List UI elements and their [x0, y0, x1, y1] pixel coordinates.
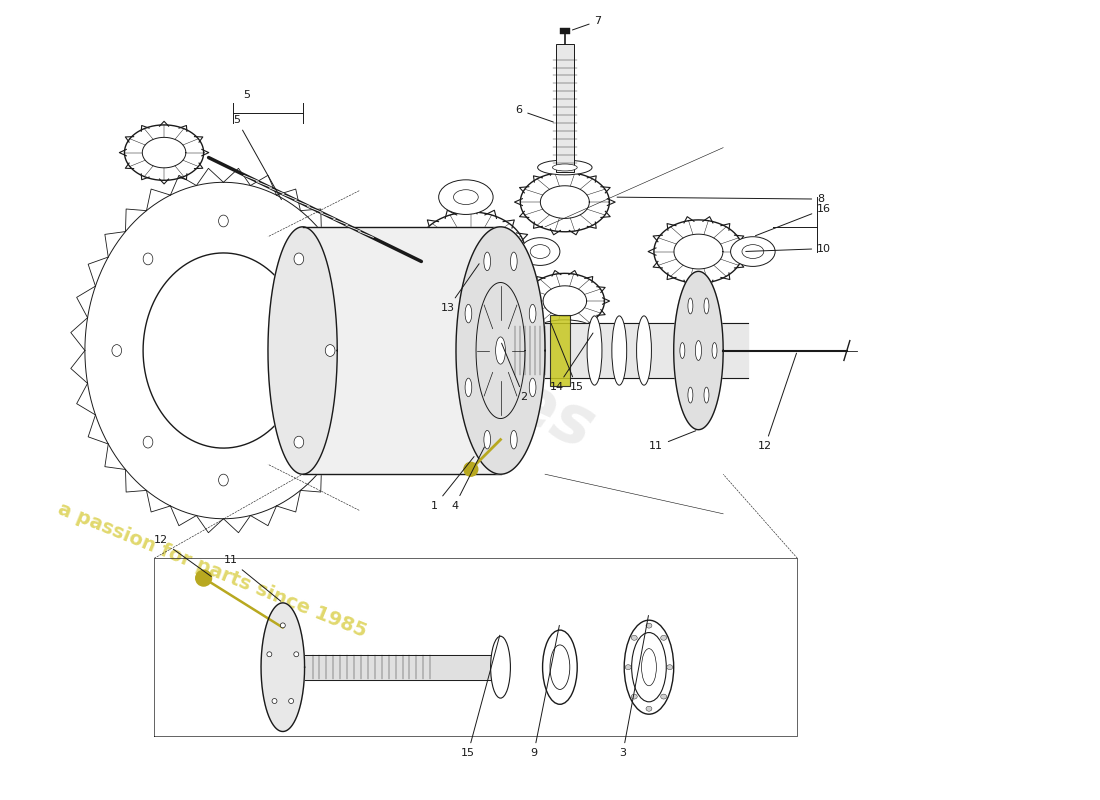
- Ellipse shape: [326, 345, 336, 357]
- Ellipse shape: [439, 180, 493, 214]
- Bar: [560, 28, 570, 34]
- Ellipse shape: [280, 623, 285, 628]
- Text: 10: 10: [746, 243, 832, 254]
- Text: 3: 3: [619, 615, 648, 758]
- Ellipse shape: [552, 164, 578, 171]
- Ellipse shape: [496, 337, 505, 364]
- Ellipse shape: [288, 698, 294, 703]
- Polygon shape: [519, 269, 610, 333]
- Text: 7: 7: [572, 16, 602, 30]
- Text: 11: 11: [649, 430, 696, 451]
- Ellipse shape: [491, 636, 510, 698]
- Ellipse shape: [646, 706, 652, 711]
- Text: 11: 11: [223, 555, 280, 601]
- Ellipse shape: [143, 436, 153, 448]
- Ellipse shape: [704, 298, 710, 314]
- Ellipse shape: [688, 387, 693, 403]
- Ellipse shape: [631, 633, 667, 702]
- Ellipse shape: [661, 694, 667, 699]
- Ellipse shape: [612, 316, 627, 385]
- Ellipse shape: [552, 325, 578, 333]
- Ellipse shape: [112, 345, 122, 357]
- Ellipse shape: [538, 160, 592, 175]
- Polygon shape: [456, 227, 546, 474]
- Ellipse shape: [637, 316, 651, 385]
- Ellipse shape: [484, 252, 491, 270]
- Ellipse shape: [538, 320, 592, 338]
- Ellipse shape: [453, 190, 478, 205]
- Ellipse shape: [667, 665, 673, 670]
- Ellipse shape: [680, 342, 685, 358]
- Bar: [550, 315, 570, 386]
- Polygon shape: [305, 655, 500, 679]
- Text: 14: 14: [550, 333, 593, 392]
- Ellipse shape: [712, 342, 717, 358]
- Ellipse shape: [272, 698, 277, 703]
- Ellipse shape: [646, 623, 652, 628]
- Circle shape: [196, 570, 211, 586]
- Polygon shape: [302, 227, 500, 474]
- Text: 15: 15: [551, 323, 584, 392]
- Text: 15: 15: [461, 635, 499, 758]
- Ellipse shape: [742, 245, 763, 258]
- Text: 2: 2: [502, 343, 527, 402]
- Ellipse shape: [465, 378, 472, 397]
- Ellipse shape: [688, 298, 693, 314]
- Circle shape: [464, 462, 477, 476]
- Ellipse shape: [484, 430, 491, 449]
- Polygon shape: [268, 227, 338, 474]
- Ellipse shape: [661, 635, 667, 640]
- Text: 5: 5: [243, 90, 250, 100]
- Polygon shape: [647, 215, 749, 288]
- Ellipse shape: [294, 652, 299, 657]
- Ellipse shape: [510, 430, 517, 449]
- Ellipse shape: [530, 245, 550, 258]
- Polygon shape: [119, 121, 210, 185]
- Ellipse shape: [704, 387, 710, 403]
- Ellipse shape: [631, 694, 637, 699]
- Text: 13: 13: [441, 264, 480, 313]
- Bar: [556, 44, 574, 172]
- Ellipse shape: [294, 436, 304, 448]
- Ellipse shape: [542, 630, 578, 704]
- Ellipse shape: [529, 378, 536, 397]
- Ellipse shape: [510, 252, 517, 270]
- Polygon shape: [70, 167, 377, 534]
- Ellipse shape: [219, 215, 229, 227]
- Text: 8: 8: [617, 194, 824, 204]
- Text: 12: 12: [154, 535, 211, 577]
- Ellipse shape: [624, 620, 673, 714]
- Ellipse shape: [625, 665, 631, 670]
- Polygon shape: [673, 271, 723, 430]
- Ellipse shape: [730, 237, 776, 266]
- Ellipse shape: [465, 304, 472, 323]
- Ellipse shape: [219, 474, 229, 486]
- Text: 16: 16: [756, 204, 832, 236]
- Text: 9: 9: [530, 626, 560, 758]
- Polygon shape: [408, 206, 534, 297]
- Ellipse shape: [294, 253, 304, 265]
- Ellipse shape: [641, 649, 657, 686]
- Text: a passion for parts since 1985: a passion for parts since 1985: [55, 500, 370, 642]
- Ellipse shape: [550, 645, 570, 690]
- Text: 12: 12: [758, 353, 796, 451]
- Ellipse shape: [267, 652, 272, 657]
- Text: 1: 1: [431, 457, 474, 511]
- Ellipse shape: [520, 238, 560, 266]
- Text: 5: 5: [233, 115, 282, 200]
- Ellipse shape: [143, 253, 153, 265]
- Ellipse shape: [631, 635, 637, 640]
- Text: europeeces: europeeces: [184, 220, 605, 463]
- Polygon shape: [261, 603, 305, 731]
- Ellipse shape: [695, 341, 702, 361]
- Ellipse shape: [587, 316, 602, 385]
- Polygon shape: [514, 168, 616, 236]
- Text: 6: 6: [516, 105, 553, 122]
- Text: 4: 4: [451, 447, 484, 511]
- Polygon shape: [546, 323, 748, 378]
- Ellipse shape: [529, 304, 536, 323]
